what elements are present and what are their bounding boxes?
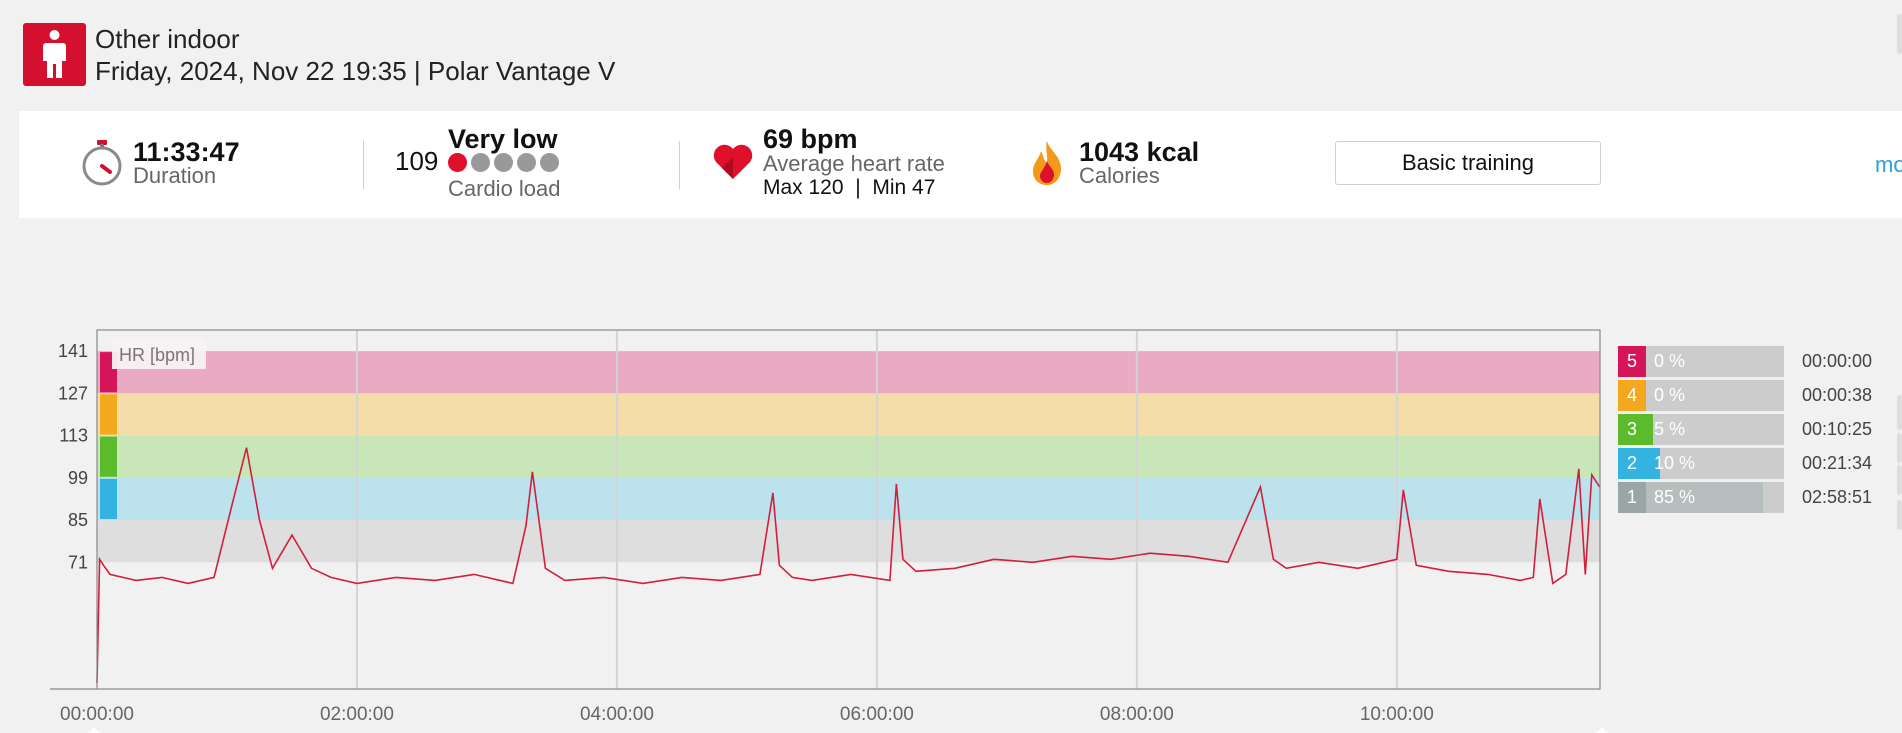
page-title: Other indoor <box>95 24 240 54</box>
zone-number: 2 <box>1618 448 1646 479</box>
x-tick-label: 02:00:00 <box>320 704 394 725</box>
session-subtitle: Friday, 2024, Nov 22 19:35 | Polar Vanta… <box>95 56 616 86</box>
cardio-load-score: 109 <box>395 146 439 176</box>
scrollbar-segment[interactable] <box>1897 465 1902 495</box>
zone-marker-2 <box>100 478 117 520</box>
sport-icon <box>23 23 86 86</box>
divider <box>679 141 680 189</box>
zone-bar: 85 % <box>1646 482 1784 513</box>
more-link[interactable]: mo <box>1875 152 1902 177</box>
svg-text:HR [bpm]: HR [bpm] <box>119 345 195 365</box>
zone-band-1 <box>97 520 1600 563</box>
cardio-dot <box>540 153 559 172</box>
zone-time: 00:10:25 <box>1802 419 1873 439</box>
zone-bar: 10 % <box>1646 448 1784 479</box>
zone-row-2: 2 10 % <box>1618 448 1784 479</box>
zone-percent: 0 % <box>1654 385 1686 405</box>
x-tick-label: 06:00:00 <box>840 704 914 725</box>
zone-number: 1 <box>1618 482 1646 513</box>
duration-value: 11:33:47 <box>133 137 240 167</box>
zone-row-1: 1 85 % <box>1618 482 1784 513</box>
cardio-dot-filled <box>448 153 467 172</box>
duration-label: Duration <box>133 163 217 188</box>
cardio-load-label: Cardio load <box>448 176 561 201</box>
x-tick-label: 04:00:00 <box>580 704 654 725</box>
cardio-load-dots <box>448 153 563 177</box>
zone-marker-3 <box>100 436 117 477</box>
stopwatch-icon <box>80 139 124 192</box>
zone-number: 5 <box>1618 346 1646 377</box>
zone-bar: 5 % <box>1646 414 1784 445</box>
zone-percent: 10 % <box>1654 453 1696 473</box>
x-tick-label: 10:00:00 <box>1360 704 1434 725</box>
zone-number: 4 <box>1618 380 1646 411</box>
y-tick-label: 99 <box>68 468 88 488</box>
y-tick-label: 85 <box>68 510 88 530</box>
cardio-dot <box>517 153 536 172</box>
zone-percent: 5 % <box>1654 419 1686 439</box>
avg-hr-value: 69 bpm <box>763 124 858 154</box>
y-tick-label: 141 <box>58 341 88 361</box>
zone-fill <box>1646 448 1660 479</box>
zone-time: 00:21:34 <box>1802 453 1873 473</box>
zone-row-3: 3 5 % <box>1618 414 1784 445</box>
zone-band-5 <box>97 351 1600 394</box>
cardio-load-level: Very low <box>448 124 558 154</box>
zone-bar: 0 % <box>1646 346 1784 377</box>
y-tick-label: 113 <box>59 426 88 446</box>
y-tick-label: 127 <box>58 383 88 403</box>
scrollbar-segment[interactable] <box>1897 433 1902 463</box>
scrollbar-top[interactable] <box>1897 14 1902 54</box>
hr-min-max: Max 120 | Min 47 <box>763 176 936 199</box>
range-handles[interactable] <box>88 727 1608 733</box>
flame-icon <box>1030 139 1064 192</box>
zone-row-5: 5 0 % <box>1618 346 1784 377</box>
x-tick-label: 00:00:00 <box>60 704 134 725</box>
zone-time: 02:58:51 <box>1802 487 1873 507</box>
zone-bar: 0 % <box>1646 380 1784 411</box>
plot-frame <box>96 329 1601 690</box>
scrollbar-segment[interactable] <box>1897 500 1902 530</box>
zone-number: 3 <box>1618 414 1646 445</box>
zone-percent: 0 % <box>1654 351 1686 371</box>
zone-time: 00:00:38 <box>1802 385 1873 405</box>
y-tick-label: 71 <box>68 552 88 572</box>
x-tick-label: 08:00:00 <box>1100 704 1174 725</box>
series-legend-label: HR [bpm] <box>112 339 206 369</box>
person-standing-icon <box>43 30 66 78</box>
heart-icon <box>712 143 754 186</box>
scrollbar-segment[interactable] <box>1897 395 1902 430</box>
zone-fill <box>1646 482 1764 513</box>
zone-row-4: 4 0 % <box>1618 380 1784 411</box>
zone-band-2 <box>97 477 1600 521</box>
calories-label: Calories <box>1079 163 1160 188</box>
zone-time: 00:00:00 <box>1802 351 1873 371</box>
training-benefit-button[interactable]: Basic training <box>1335 141 1601 185</box>
zone-band-4 <box>97 393 1600 436</box>
cardio-dot <box>471 153 490 172</box>
zone-percent: 85 % <box>1654 487 1696 507</box>
calories-value: 1043 kcal <box>1079 137 1200 167</box>
cardio-dot <box>494 153 513 172</box>
divider <box>363 141 364 189</box>
zone-band-3 <box>97 435 1600 478</box>
avg-hr-label: Average heart rate <box>763 151 945 176</box>
zone-fill <box>1646 414 1653 445</box>
hr-series-line <box>96 447 1601 684</box>
zone-marker-4 <box>100 394 117 435</box>
